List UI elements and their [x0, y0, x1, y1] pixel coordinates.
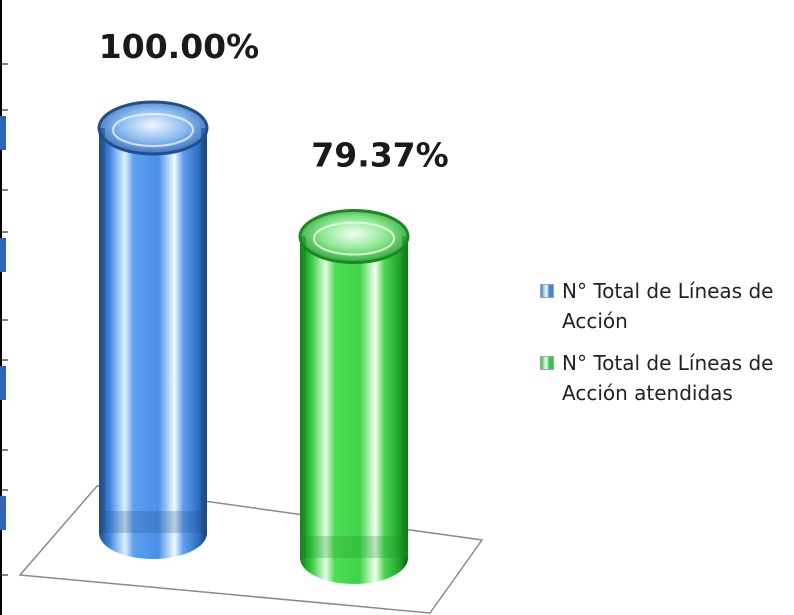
- legend-item-1: N° Total de Líneas de Acción atendidas: [538, 348, 794, 408]
- data-label-1: 79.37%: [311, 136, 448, 175]
- floor-plane: [18, 485, 484, 614]
- legend: N° Total de Líneas de Acción N° Total de…: [538, 276, 794, 420]
- bar-0: [97, 100, 209, 559]
- legend-item-0: N° Total de Líneas de Acción: [538, 276, 794, 336]
- bar-1: [298, 209, 410, 584]
- legend-label-1: N° Total de Líneas de Acción atendidas: [562, 351, 774, 405]
- left-edge: [0, 0, 8, 615]
- legend-label-0: N° Total de Líneas de Acción: [562, 279, 774, 333]
- data-label-0: 100.00%: [99, 27, 259, 66]
- legend-swatch-0: [540, 284, 554, 298]
- legend-swatch-1: [540, 356, 554, 370]
